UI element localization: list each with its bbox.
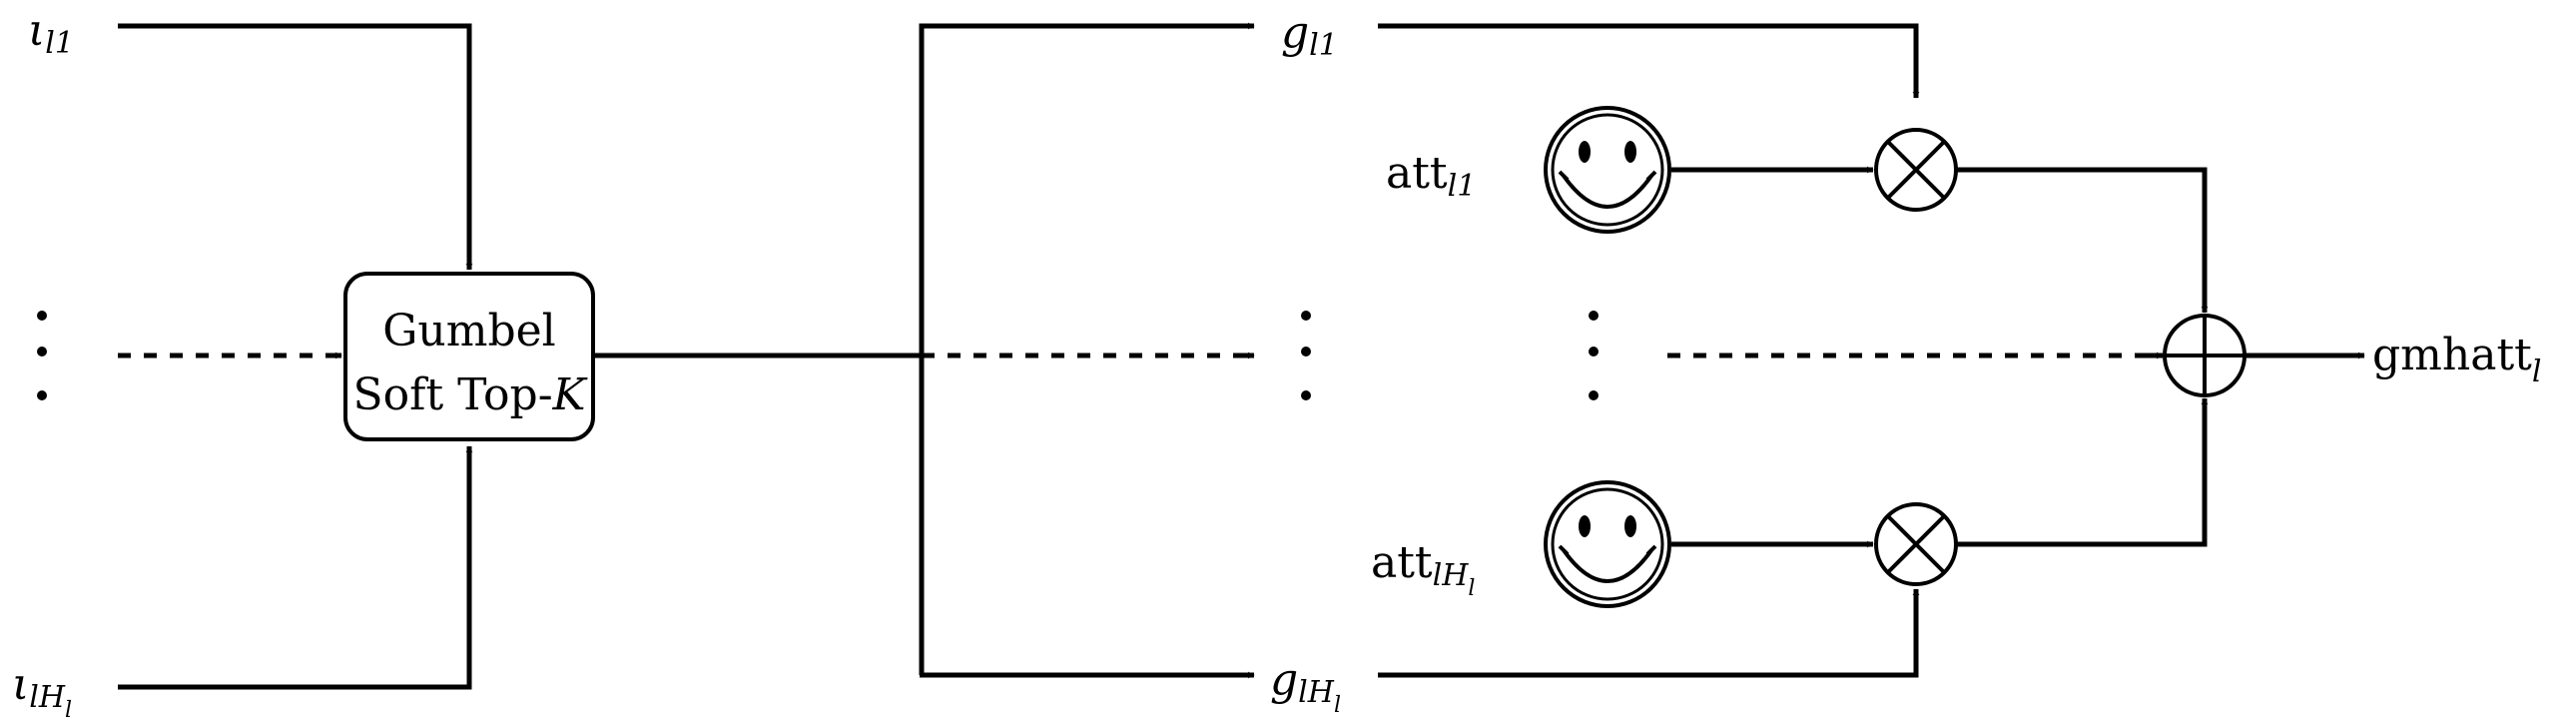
multiply-top-circled-times-icon (1874, 128, 1958, 212)
multiply-bottom-to-sum-wire (1956, 397, 2209, 547)
attention-head-bottom-smiley-icon (1544, 480, 1671, 608)
attention-ellipsis-icon (1589, 311, 1599, 400)
gumbel-soft-topk-box (343, 272, 595, 441)
output-label: gmhattl (2372, 330, 2541, 389)
gate-label-top: gl1 (1281, 7, 1338, 63)
gate-label-bottom: glHl (1270, 654, 1341, 718)
multiply-bottom-circled-times-icon (1874, 502, 1958, 586)
gumbel-label-line2: Soft Top-K (353, 369, 588, 420)
sum-circled-plus-icon (2163, 314, 2247, 397)
attention-head-top-smiley-icon (1544, 106, 1671, 234)
attention-label-bottom: attlHl (1371, 537, 1475, 601)
gate-ellipsis-icon (1301, 311, 1311, 400)
attention-label-top: attl1 (1386, 148, 1476, 204)
gate-top-wire (919, 22, 1255, 675)
input-ellipsis-icon (37, 311, 47, 400)
input-top-wire (118, 23, 473, 271)
input-label-bottom: ιlHl (12, 659, 72, 719)
multiply-top-to-sum-wire (1956, 167, 2209, 314)
gate-top-to-multiply-wire (1378, 23, 1920, 99)
input-bottom-wire (118, 445, 473, 690)
gumbel-label-line1: Gumbel (382, 306, 556, 357)
input-label-top: ιl1 (28, 5, 74, 61)
gate-bottom-to-multiply-wire (1378, 588, 1920, 678)
